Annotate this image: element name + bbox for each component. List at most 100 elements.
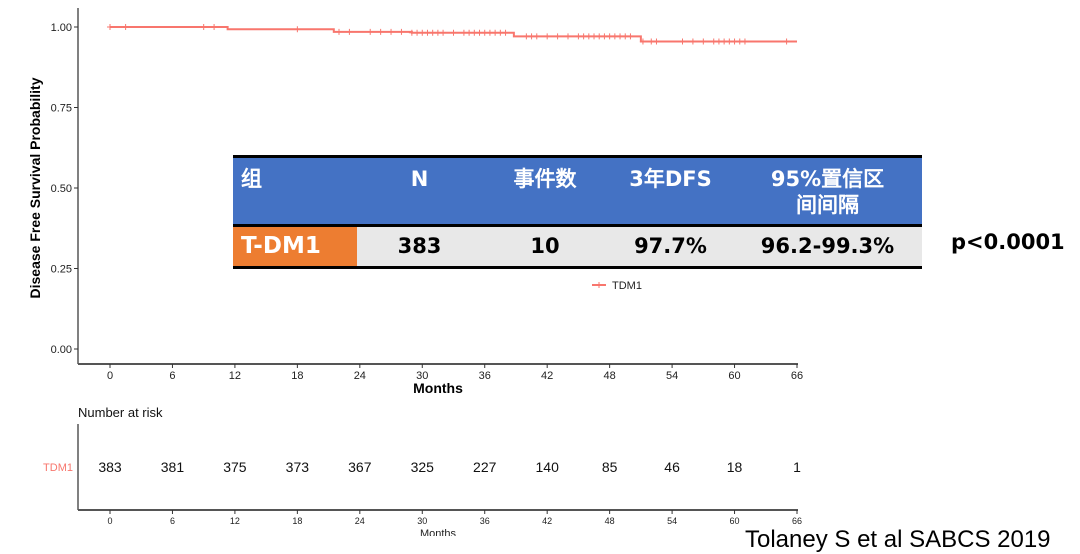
censor-mark: [617, 33, 624, 40]
risk-x-tick-label: 12: [230, 516, 240, 526]
risk-count: 1: [793, 459, 801, 475]
x-tick-label: 60: [728, 370, 740, 382]
censor-mark: [710, 38, 717, 45]
header-3y-dfs: 3年DFS: [629, 167, 712, 191]
censor-mark: [440, 29, 447, 36]
censor-mark: [736, 38, 743, 45]
risk-count: 325: [411, 459, 435, 475]
risk-count: 85: [602, 459, 618, 475]
summary-table-header: 组 N 事件数 3年DFS 95%置信区间间隔: [233, 158, 922, 227]
censor-mark: [398, 28, 405, 35]
censor-mark: [450, 29, 457, 36]
x-tick-label: 54: [666, 370, 678, 382]
censor-mark: [486, 29, 493, 36]
risk-x-tick-label: 54: [667, 516, 677, 526]
x-tick-label: 24: [354, 370, 366, 382]
summary-table-row: T-DM1 383 10 97.7% 96.2-99.3%: [233, 227, 922, 266]
risk-count: 383: [98, 459, 122, 475]
risk-x-tick-label: 48: [605, 516, 615, 526]
censor-mark: [596, 33, 603, 40]
censor-mark: [639, 38, 646, 45]
risk-x-tick-label: 18: [292, 516, 302, 526]
censor-mark: [565, 33, 571, 40]
censor-mark: [606, 33, 613, 40]
censor-mark: [122, 24, 129, 30]
censor-mark: [591, 33, 598, 40]
censor-mark: [726, 38, 733, 45]
censor-mark: [741, 38, 748, 45]
risk-x-tick-label: 60: [730, 516, 740, 526]
x-tick-label: 42: [541, 370, 553, 382]
censor-mark: [731, 38, 738, 45]
risk-x-tick-label: 0: [107, 516, 112, 526]
censor-mark: [554, 33, 561, 40]
censor-mark: [653, 38, 660, 45]
censor-mark: [211, 24, 218, 30]
risk-count: 18: [727, 459, 743, 475]
censor-mark: [471, 29, 478, 36]
risk-x-tick-label: 30: [417, 516, 427, 526]
y-tick-label: 1.00: [51, 22, 72, 34]
censor-mark: [689, 38, 696, 45]
censor-mark: [528, 33, 535, 40]
censor-mark: [622, 33, 629, 40]
censor-mark: [419, 29, 426, 36]
risk-x-tick-label: 66: [792, 516, 802, 526]
censor-mark: [544, 33, 551, 40]
censor-mark: [611, 33, 618, 40]
censor-mark: [476, 29, 483, 36]
censor-mark: [497, 29, 504, 36]
x-axis-title: Months: [413, 380, 463, 396]
x-tick-label: 66: [791, 370, 803, 382]
censor-mark: [367, 28, 374, 35]
header-ci: 95%置信区间间隔: [770, 167, 885, 217]
censor-mark: [294, 26, 301, 33]
censor-mark: [377, 28, 384, 35]
x-tick-label: 6: [169, 370, 175, 382]
censor-mark: [492, 29, 499, 36]
risk-count: 367: [348, 459, 372, 475]
summary-table: 组 N 事件数 3年DFS 95%置信区间间隔 T-DM1 383 10 97.…: [233, 155, 922, 269]
censor-mark: [346, 28, 353, 35]
censor-mark: [601, 33, 608, 40]
header-events: 事件数: [513, 167, 577, 191]
censor-mark: [424, 29, 431, 36]
censor-mark: [107, 24, 113, 30]
censor-mark: [434, 29, 441, 36]
risk-count: 46: [664, 459, 680, 475]
censor-mark: [481, 29, 488, 36]
x-tick-label: 30: [416, 370, 428, 382]
risk-count: 140: [536, 459, 560, 475]
censor-mark: [648, 38, 655, 45]
censor-mark: [429, 29, 436, 36]
censor-mark: [700, 38, 707, 45]
x-tick-label: 12: [229, 370, 241, 382]
risk-x-tick-label: 24: [355, 516, 365, 526]
cell-events: 10: [530, 234, 560, 258]
censor-mark: [466, 29, 473, 36]
x-tick-label: 0: [107, 370, 113, 382]
censor-mark: [533, 33, 540, 40]
y-tick-label: 0.25: [51, 264, 72, 276]
censor-mark: [585, 33, 592, 40]
cell-3y-dfs: 97.7%: [634, 234, 707, 258]
legend-label-tdm1: TDM1: [612, 280, 642, 292]
censor-mark: [783, 38, 790, 45]
risk-x-tick-label: 36: [480, 516, 490, 526]
x-tick-label: 48: [604, 370, 616, 382]
censor-mark: [627, 33, 634, 40]
censor-mark: [502, 29, 509, 36]
y-tick-label: 0.75: [51, 103, 72, 115]
risk-count: 375: [223, 459, 247, 475]
risk-table-title: Number at risk: [78, 405, 163, 420]
y-tick-label: 0.00: [51, 344, 72, 356]
censor-mark: [200, 24, 207, 30]
risk-x-tick-label: 6: [170, 516, 175, 526]
censor-mark: [336, 28, 342, 35]
x-tick-label: 36: [479, 370, 491, 382]
censor-mark: [575, 33, 582, 40]
cell-group: T-DM1: [233, 227, 357, 266]
risk-group-label: TDM1: [43, 462, 73, 474]
y-tick-label: 0.50: [51, 183, 72, 195]
p-value: p<0.0001: [951, 230, 1065, 254]
